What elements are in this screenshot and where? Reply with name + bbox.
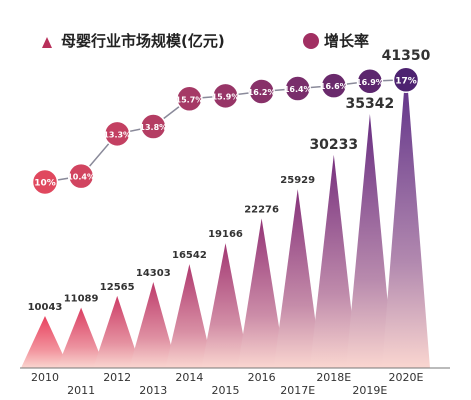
value-label-2020E: 41350 — [382, 48, 431, 64]
bar-2017E — [273, 189, 322, 368]
x-tick-2014: 2014 — [175, 371, 203, 384]
x-tick-2012: 2012 — [103, 371, 131, 384]
x-tick-2018E: 2018E — [316, 371, 351, 384]
rate-label-2020E: 17% — [395, 76, 417, 86]
x-tick-2013: 2013 — [139, 384, 167, 397]
rate-label-2016: 16.2% — [248, 88, 276, 97]
rate-label-2015: 15.9% — [212, 92, 240, 101]
rate-label-2017E: 16.4% — [284, 85, 312, 94]
rate-marker-2012 — [103, 120, 131, 148]
rate-marker-2010 — [31, 168, 59, 196]
x-tick-labels: 20102011201220132014201520162017E2018E20… — [31, 371, 424, 397]
rate-marker-2017E — [284, 75, 311, 102]
value-label-2014: 16542 — [172, 250, 207, 261]
rate-marker-2020E — [392, 66, 420, 94]
rate-marker-2014 — [176, 85, 203, 113]
x-tick-2015: 2015 — [212, 384, 240, 397]
bar-2020E — [382, 66, 430, 368]
rate-label-2011: 10.4% — [67, 173, 95, 182]
rate-label-2018E: 16.6% — [320, 82, 348, 91]
x-tick-2016: 2016 — [248, 371, 276, 384]
rate-label-2012: 13.3% — [103, 130, 131, 139]
legend-label-growth-rate: 增长率 — [324, 32, 369, 50]
rate-marker-2018E — [320, 72, 348, 99]
value-label-2012: 12565 — [100, 282, 135, 293]
bar-2019E — [345, 113, 394, 368]
value-label-2017E: 25929 — [280, 175, 315, 186]
rate-marker-2013 — [140, 113, 167, 140]
legend-circle-icon — [303, 33, 319, 49]
value-label-2016: 22276 — [244, 204, 279, 215]
x-tick-2017E: 2017E — [280, 384, 315, 397]
bars-layer — [21, 66, 430, 368]
bar-2014 — [165, 264, 214, 368]
x-tick-2011: 2011 — [67, 384, 95, 397]
value-label-2010: 10043 — [28, 302, 63, 313]
growth-rate-markers: 10% 10.4% 13.3% 13.8% 15.7% 15.9% 16.2% 16.4% 16… — [31, 66, 420, 196]
bar-2016 — [237, 218, 286, 368]
bar-2015 — [201, 243, 250, 368]
legend-label-market-size: 母婴行业市场规模(亿元) — [61, 32, 225, 50]
bar-2011 — [57, 307, 106, 368]
value-label-2013: 14303 — [136, 268, 171, 279]
rate-marker-2019E — [356, 68, 384, 95]
x-tick-2010: 2010 — [31, 371, 59, 384]
value-label-2018E: 30233 — [309, 137, 358, 153]
legend: 母婴行业市场规模(亿元) 增长率 — [42, 32, 369, 50]
bar-2018E — [309, 154, 358, 368]
rate-label-2010: 10% — [34, 179, 56, 189]
legend-triangle-icon — [42, 37, 52, 48]
rate-marker-2016 — [248, 78, 275, 105]
rate-label-2014: 15.7% — [176, 95, 204, 104]
rate-marker-2015 — [212, 82, 239, 110]
rate-label-2019E: 16.9% — [356, 78, 384, 87]
x-tick-2019E: 2019E — [352, 384, 387, 397]
value-label-2011: 11089 — [64, 294, 99, 305]
rate-marker-2011 — [67, 162, 95, 190]
bar-2013 — [129, 281, 178, 368]
x-tick-2020E: 2020E — [389, 371, 424, 384]
value-label-2019E: 35342 — [346, 96, 395, 112]
bar-2012 — [93, 295, 142, 368]
value-label-2015: 19166 — [208, 229, 243, 240]
rate-label-2013: 13.8% — [139, 123, 167, 132]
bar-2010 — [21, 316, 69, 368]
